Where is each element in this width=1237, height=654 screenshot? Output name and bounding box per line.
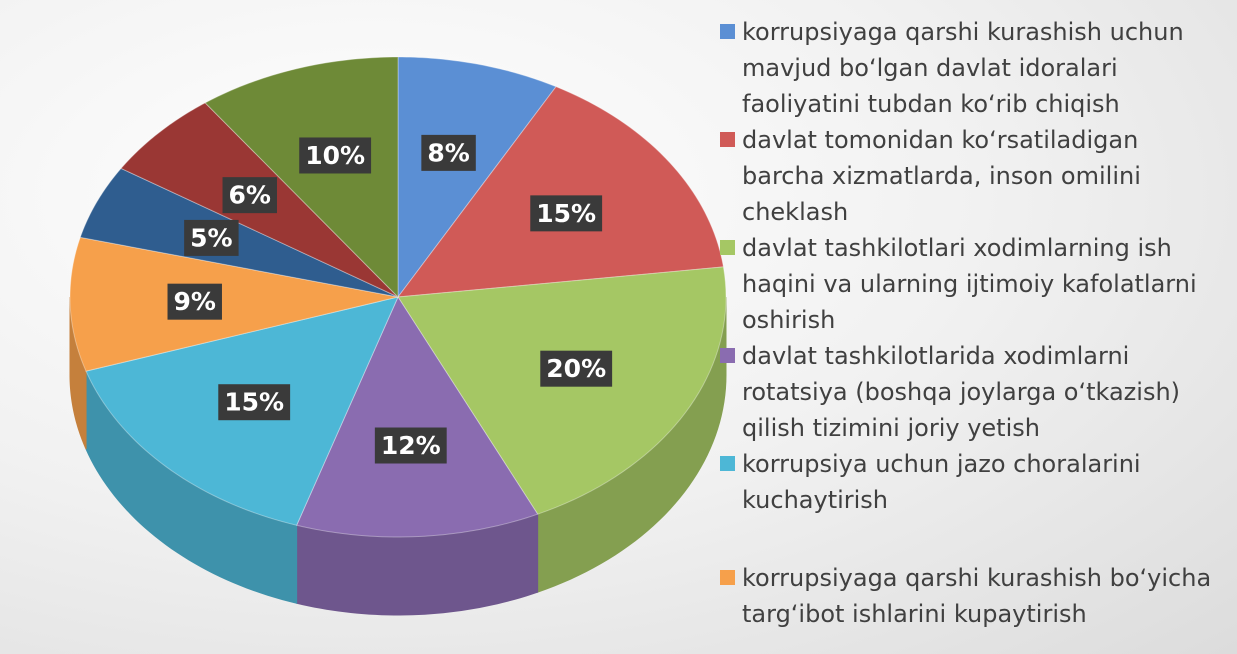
data-label: 10% xyxy=(305,141,365,170)
data-label-group: 6% xyxy=(222,177,277,214)
legend: korrupsiyaga qarshi kurashish uchun mavj… xyxy=(718,14,1237,654)
data-label: 9% xyxy=(174,287,216,316)
data-label-group: 5% xyxy=(184,219,239,256)
data-label: 12% xyxy=(381,431,441,460)
data-label-group: 20% xyxy=(540,350,613,387)
data-label: 15% xyxy=(536,199,596,228)
data-label-bg xyxy=(540,350,613,387)
data-label-bg xyxy=(184,219,239,256)
data-label: 20% xyxy=(546,354,606,383)
legend-swatch xyxy=(720,132,735,147)
legend-swatch xyxy=(720,240,735,255)
data-label-bg xyxy=(530,195,603,232)
data-label-bg xyxy=(421,134,476,171)
pie-slice xyxy=(69,236,399,372)
legend-label: davlat tashkilotlarida xodimlarni rotats… xyxy=(742,342,1181,442)
legend-label: korrupsiyaga qarshi kurashish uchun mavj… xyxy=(742,18,1184,118)
legend-label: korrupsiya uchun jazo choralarini kuchay… xyxy=(742,450,1141,514)
pie-slice xyxy=(397,266,727,515)
legend-swatch xyxy=(720,456,735,471)
pie-slice xyxy=(79,167,399,298)
data-label-group: 9% xyxy=(167,283,222,320)
legend-label: davlat tashkilotlari xodimlarning ish ha… xyxy=(742,234,1197,334)
data-label-group: 15% xyxy=(530,195,603,232)
legend-label: davlat tomonidan ko‘rsatiladigan barcha … xyxy=(742,126,1141,226)
legend-swatch xyxy=(720,570,735,585)
legend-label: korrupsiyaga qarshi kurashish bo‘yicha t… xyxy=(742,564,1212,628)
pie-slice xyxy=(295,295,539,538)
pie-side xyxy=(69,296,87,450)
data-label-group: 10% xyxy=(299,137,372,174)
legend-swatch xyxy=(720,24,735,39)
legend-swatch xyxy=(720,348,735,363)
data-label-bg xyxy=(222,177,277,214)
pie-slice xyxy=(396,86,725,298)
data-label: 15% xyxy=(224,388,284,417)
data-label: 6% xyxy=(229,181,271,210)
data-label-bg xyxy=(218,384,291,421)
data-label-bg xyxy=(374,427,447,464)
data-label-bg xyxy=(167,283,222,320)
data-label: 8% xyxy=(427,138,469,167)
data-label-group: 12% xyxy=(374,427,447,464)
data-label-group: 8% xyxy=(421,134,476,171)
pie-slice xyxy=(397,56,557,299)
data-label-bg xyxy=(299,137,372,174)
data-label-group: 15% xyxy=(218,384,291,421)
pie-slice xyxy=(204,56,399,299)
data-label: 5% xyxy=(190,223,232,252)
